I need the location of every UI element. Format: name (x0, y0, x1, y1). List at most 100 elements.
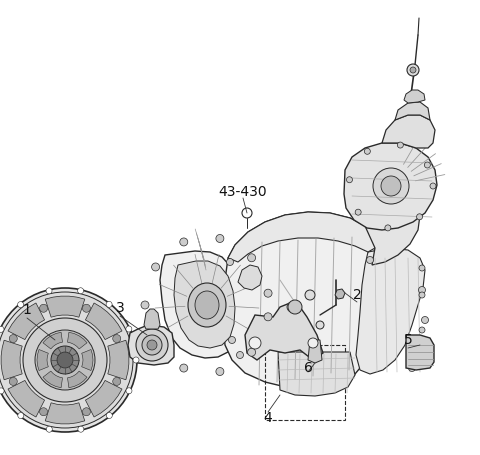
Circle shape (35, 330, 95, 390)
Circle shape (264, 313, 272, 321)
Polygon shape (43, 332, 62, 349)
Polygon shape (356, 248, 425, 374)
Polygon shape (85, 303, 122, 339)
Polygon shape (382, 115, 435, 148)
Polygon shape (85, 380, 122, 417)
Circle shape (287, 302, 297, 312)
Circle shape (152, 263, 159, 271)
Polygon shape (43, 371, 62, 388)
Circle shape (248, 348, 255, 356)
Circle shape (216, 234, 224, 243)
Circle shape (367, 257, 373, 263)
Circle shape (147, 340, 157, 350)
Text: 1: 1 (23, 303, 31, 317)
Circle shape (39, 304, 48, 312)
Circle shape (106, 301, 112, 308)
Circle shape (18, 413, 24, 419)
Circle shape (23, 318, 107, 402)
Polygon shape (45, 403, 85, 424)
Circle shape (397, 142, 403, 148)
Polygon shape (245, 303, 323, 360)
Circle shape (0, 292, 133, 428)
Polygon shape (228, 212, 375, 262)
Text: 5: 5 (404, 333, 412, 347)
Circle shape (355, 209, 361, 215)
Polygon shape (8, 303, 45, 339)
Polygon shape (68, 332, 87, 349)
Circle shape (83, 408, 90, 416)
Circle shape (419, 347, 425, 354)
Circle shape (248, 254, 255, 262)
Circle shape (410, 67, 416, 73)
Circle shape (78, 288, 84, 294)
Circle shape (408, 364, 416, 371)
Circle shape (385, 225, 391, 231)
Circle shape (419, 327, 425, 333)
Polygon shape (335, 289, 345, 299)
Polygon shape (128, 325, 174, 365)
Polygon shape (174, 261, 235, 348)
Circle shape (51, 346, 79, 374)
Polygon shape (144, 309, 160, 329)
Circle shape (347, 177, 352, 183)
Circle shape (417, 214, 422, 220)
Text: 4: 4 (264, 411, 272, 425)
Circle shape (126, 326, 132, 332)
Circle shape (141, 301, 149, 309)
Polygon shape (108, 340, 129, 380)
Circle shape (249, 337, 261, 349)
Polygon shape (223, 212, 375, 390)
Polygon shape (1, 340, 22, 380)
Polygon shape (238, 265, 262, 290)
Polygon shape (45, 296, 85, 317)
Circle shape (78, 426, 84, 432)
Circle shape (308, 338, 318, 348)
Text: 6: 6 (303, 361, 312, 375)
Circle shape (113, 378, 121, 385)
Ellipse shape (195, 291, 219, 319)
Circle shape (424, 162, 431, 168)
Polygon shape (82, 349, 93, 370)
Circle shape (46, 426, 52, 432)
Circle shape (9, 378, 17, 385)
Circle shape (407, 64, 419, 76)
Polygon shape (160, 251, 242, 358)
Ellipse shape (188, 283, 226, 327)
Polygon shape (37, 349, 48, 370)
Circle shape (142, 335, 162, 355)
Circle shape (237, 352, 243, 359)
Polygon shape (406, 335, 434, 370)
Polygon shape (404, 90, 425, 103)
Circle shape (227, 258, 233, 266)
Polygon shape (395, 102, 430, 120)
Circle shape (305, 290, 315, 300)
Polygon shape (362, 190, 420, 265)
Circle shape (430, 183, 436, 189)
Circle shape (106, 413, 112, 419)
Text: 3: 3 (116, 301, 124, 315)
Polygon shape (278, 352, 355, 396)
Circle shape (83, 304, 90, 312)
Circle shape (419, 357, 425, 363)
Polygon shape (8, 380, 45, 417)
Circle shape (0, 326, 4, 332)
Circle shape (421, 317, 429, 324)
Circle shape (373, 168, 409, 204)
Circle shape (9, 334, 17, 343)
Text: 43-430: 43-430 (219, 185, 267, 199)
Circle shape (180, 364, 188, 372)
Polygon shape (344, 143, 437, 230)
Circle shape (316, 321, 324, 329)
Circle shape (364, 148, 371, 154)
Circle shape (152, 339, 159, 347)
Circle shape (419, 292, 425, 298)
Circle shape (180, 238, 188, 246)
Circle shape (113, 334, 121, 343)
Circle shape (57, 352, 73, 368)
Circle shape (126, 388, 132, 394)
Circle shape (288, 300, 302, 314)
Circle shape (0, 288, 137, 432)
Circle shape (18, 302, 24, 308)
Circle shape (381, 176, 401, 196)
Circle shape (419, 287, 425, 293)
